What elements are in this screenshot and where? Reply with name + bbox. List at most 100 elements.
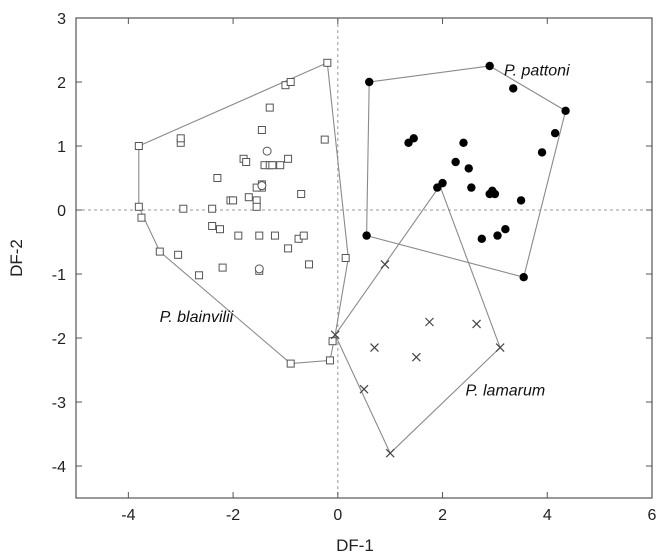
point-s0-34 xyxy=(286,78,295,86)
point-s0-36 xyxy=(297,190,306,198)
y-tick-label-4: -1 xyxy=(52,267,66,284)
point-s0-12 xyxy=(216,225,224,234)
point-s3-3 xyxy=(380,259,390,269)
point-s2-5 xyxy=(438,178,447,188)
x-tick-label-0: -4 xyxy=(121,507,135,524)
point-s3-4-b xyxy=(385,448,395,458)
point-s2-10 xyxy=(477,234,487,243)
point-s0-1 xyxy=(134,202,143,211)
point-s1-0 xyxy=(257,181,267,191)
y-tick-label-3: 0 xyxy=(57,203,66,220)
point-s2-3 xyxy=(409,134,418,143)
group-label-2: P. lamarum xyxy=(466,383,546,400)
point-s3-6-b xyxy=(425,317,434,327)
point-s3-8 xyxy=(495,343,505,353)
point-s1-1 xyxy=(254,264,264,274)
x-tick-label-2: 0 xyxy=(333,507,342,524)
point-s0-44 xyxy=(286,359,295,368)
y-axis-label: DF-2 xyxy=(7,239,26,277)
x-axis-label: DF-1 xyxy=(336,536,374,555)
point-s0-24 xyxy=(257,126,266,134)
y-tick-label-7: -4 xyxy=(52,459,66,476)
point-s2-19 xyxy=(537,148,547,157)
point-s2-22 xyxy=(485,61,494,71)
point-s3-1 xyxy=(359,384,369,394)
zero-reference-lines xyxy=(76,18,652,498)
y-tick-label-6: -3 xyxy=(52,395,66,412)
point-s0-40 xyxy=(323,58,332,67)
point-s0-33 xyxy=(284,244,293,253)
point-s3-7-b xyxy=(472,319,482,329)
point-s0-11 xyxy=(213,174,222,182)
point-s3-2 xyxy=(370,343,379,353)
x-tick-label-3: 2 xyxy=(438,507,447,524)
point-s3-4 xyxy=(385,448,395,458)
point-s3-2-b xyxy=(370,343,379,353)
point-s3-5-b xyxy=(411,352,421,362)
group-labels: P. pattoni P. blainvilii P. lamarum xyxy=(160,63,570,400)
point-s3-0-b xyxy=(330,330,340,340)
point-s0-39 xyxy=(320,135,329,144)
group-label-0: P. pattoni xyxy=(504,63,570,80)
point-s3-7 xyxy=(472,319,482,329)
point-s3-6 xyxy=(425,317,434,327)
point-s2-16 xyxy=(509,84,518,93)
point-s2-15 xyxy=(501,225,510,234)
point-s3-3-b xyxy=(380,259,390,269)
point-s0-37 xyxy=(299,231,308,240)
point-s0-28 xyxy=(268,161,277,170)
point-s2-6 xyxy=(451,157,460,167)
point-s0-38 xyxy=(305,260,314,269)
point-s3-8-b xyxy=(495,343,505,353)
point-s0-17 xyxy=(242,158,251,166)
point-s2-17 xyxy=(516,196,526,205)
data-points xyxy=(134,58,570,458)
point-s0-27 xyxy=(265,103,274,112)
hull-1 xyxy=(366,65,567,278)
point-s0-2 xyxy=(137,213,146,222)
group-label-1: P. blainvilii xyxy=(160,309,234,326)
point-s0-15 xyxy=(234,231,243,240)
point-s0-32 xyxy=(284,154,293,163)
point-s3-0 xyxy=(330,330,340,340)
point-s2-18 xyxy=(519,273,528,282)
point-s0-6 xyxy=(176,134,185,143)
point-s0-30 xyxy=(276,161,285,170)
point-s0-4 xyxy=(174,250,183,259)
x-tick-label-4: 4 xyxy=(543,507,552,524)
x-tick-label-5: 6 xyxy=(648,507,656,524)
point-s2-8 xyxy=(464,164,473,173)
point-s0-0 xyxy=(134,142,143,150)
point-s0-20 xyxy=(252,202,261,211)
point-s0-21 xyxy=(255,231,264,240)
x-tick-label-1: -2 xyxy=(226,507,240,524)
point-s0-18 xyxy=(244,193,253,202)
point-s2-13 xyxy=(490,189,500,199)
y-tick-label-1: 2 xyxy=(57,75,66,92)
point-s0-41 xyxy=(325,356,334,365)
point-s0-8 xyxy=(195,271,204,280)
point-s2-14 xyxy=(493,231,502,240)
y-tick-label-0: 3 xyxy=(57,11,66,28)
point-s0-9 xyxy=(208,204,217,213)
plot-frame xyxy=(75,17,653,499)
point-s2-1 xyxy=(362,231,371,240)
y-tick-label-2: 1 xyxy=(57,139,66,156)
point-s0-43 xyxy=(341,254,350,262)
hull-2 xyxy=(334,184,501,455)
point-s2-0 xyxy=(365,77,374,87)
point-s1-2 xyxy=(262,146,272,156)
y-tick-label-5: -2 xyxy=(52,331,66,348)
point-s3-1-b xyxy=(359,384,369,394)
point-s0-47 xyxy=(229,196,238,205)
axis-ticks: -4 -2 0 2 4 6 3 2 1 0 -1 -2 -3 -4 xyxy=(52,11,656,524)
point-s2-9 xyxy=(467,183,476,192)
point-s3-5 xyxy=(411,352,421,362)
point-s0-3 xyxy=(155,247,164,256)
point-s0-10 xyxy=(208,222,217,230)
point-s2-21 xyxy=(561,106,570,116)
point-s0-13 xyxy=(218,263,227,272)
point-s0-7 xyxy=(179,204,188,213)
point-s0-29 xyxy=(270,231,279,240)
